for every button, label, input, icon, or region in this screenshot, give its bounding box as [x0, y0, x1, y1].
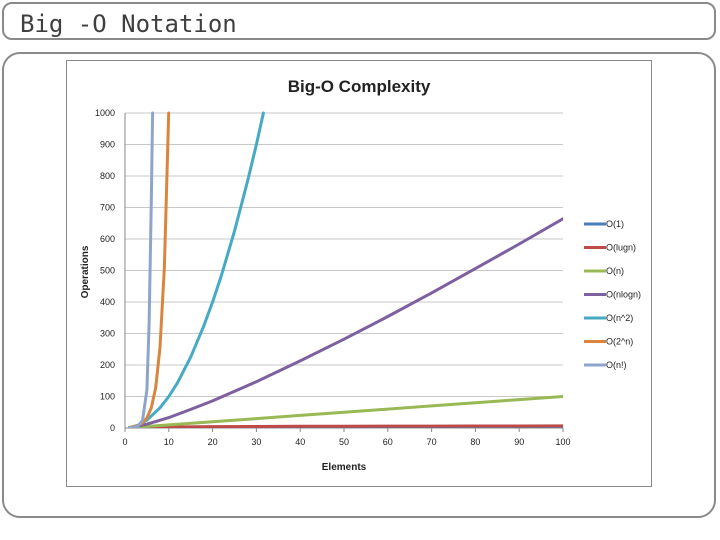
- x-tick-label: 60: [383, 437, 393, 447]
- y-tick-label: 500: [100, 266, 115, 276]
- chart-title: Big-O Complexity: [288, 77, 431, 96]
- legend-label: O(n!): [606, 360, 627, 370]
- slide-title-bar: Big -O Notation: [2, 2, 716, 40]
- x-tick-label: 40: [295, 437, 305, 447]
- y-tick-label: 200: [100, 360, 115, 370]
- x-tick-label: 0: [122, 437, 127, 447]
- series-line-o-nlogn-: [127, 217, 563, 428]
- slide-title: Big -O Notation: [20, 10, 237, 38]
- y-tick-label: 100: [100, 392, 115, 402]
- x-tick-label: 80: [470, 437, 480, 447]
- legend-label: O(2^n): [606, 337, 633, 347]
- y-tick-label: 600: [100, 234, 115, 244]
- x-tick-label: 100: [555, 437, 570, 447]
- y-tick-label: 1000: [95, 108, 115, 118]
- y-tick-label: 300: [100, 329, 115, 339]
- chart-container: Big-O Complexity Elements Operations 0 10…: [66, 60, 652, 487]
- legend-label: O(n): [606, 266, 624, 276]
- x-tick-label: 50: [339, 437, 349, 447]
- legend-label: O(lugn): [606, 243, 636, 253]
- x-tick-label: 30: [251, 437, 261, 447]
- x-tick-label: 90: [514, 437, 524, 447]
- y-axis-label: Operations: [80, 245, 91, 298]
- series-line-o-n-2-: [127, 111, 265, 428]
- y-tick-label: 900: [100, 140, 115, 150]
- y-tick-label: 800: [100, 171, 115, 181]
- big-o-chart: Big-O Complexity Elements Operations 0 10…: [80, 77, 641, 473]
- legend-label: O(n^2): [606, 313, 633, 323]
- series-line-o-n-: [127, 111, 155, 428]
- legend-label: O(1): [606, 219, 624, 229]
- series-line-o-lugn-: [127, 424, 563, 428]
- legend-label: O(nlogn): [606, 290, 641, 300]
- y-tick-label: 400: [100, 297, 115, 307]
- series-line-o-n-: [127, 395, 563, 428]
- y-tick-label: 0: [110, 423, 115, 433]
- x-tick-label: 20: [208, 437, 218, 447]
- x-tick-label: 10: [164, 437, 174, 447]
- x-tick-label: 70: [427, 437, 437, 447]
- x-axis-label: Elements: [322, 462, 367, 473]
- y-tick-label: 700: [100, 203, 115, 213]
